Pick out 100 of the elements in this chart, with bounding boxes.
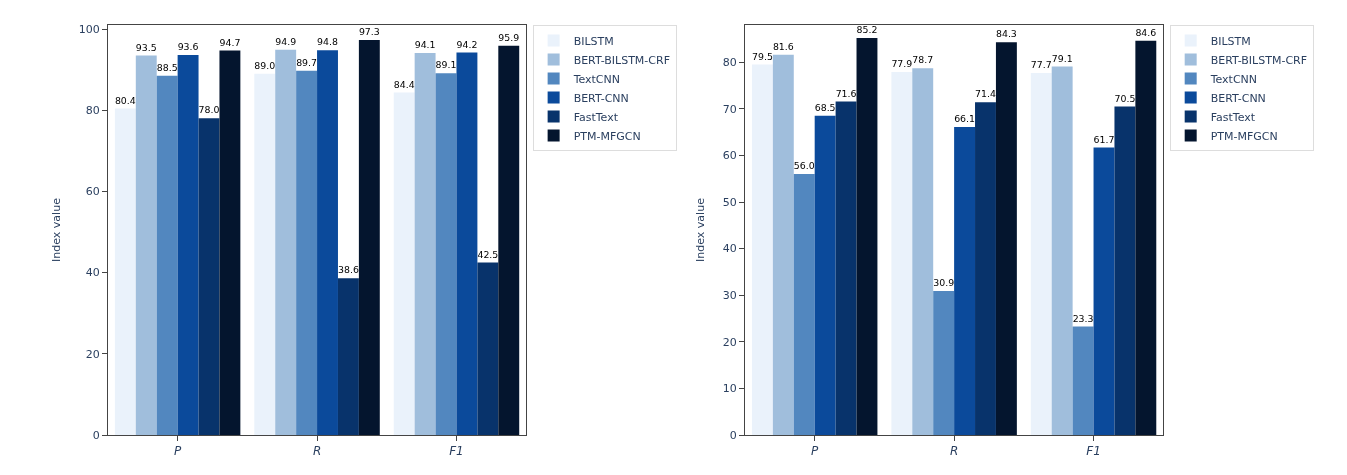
bar (435, 73, 457, 435)
data-label: 89.0 (254, 59, 276, 71)
data-label: 89.1 (435, 59, 457, 71)
data-label: 94.8 (317, 36, 338, 48)
bar (477, 262, 499, 435)
data-label: 89.7 (296, 56, 318, 68)
x-tick-label: F1 (449, 444, 464, 459)
bar (835, 101, 857, 435)
bar (414, 53, 436, 435)
bar (995, 42, 1017, 435)
legend-label: BERT-CNN (1210, 91, 1266, 105)
bar (358, 40, 380, 435)
y-tick-label: 70 (722, 102, 737, 116)
bar (114, 108, 136, 435)
y-tick-label: 10 (722, 382, 737, 396)
bar (1030, 72, 1052, 435)
bar (317, 50, 338, 435)
bar (1135, 40, 1157, 435)
y-tick-label: 60 (85, 185, 100, 199)
data-label: 61.7 (1093, 133, 1115, 145)
x-tick-label: P (174, 444, 182, 459)
bar (891, 72, 913, 435)
legend-label: BILSTM (573, 34, 614, 48)
y-tick-label: 0 (92, 428, 100, 442)
bar (198, 118, 220, 435)
y-tick-label: 40 (722, 242, 737, 256)
data-label: 79.1 (1051, 52, 1073, 64)
y-tick-label: 50 (722, 195, 737, 209)
bar (498, 45, 520, 435)
data-label: 79.5 (751, 50, 773, 62)
data-label: 42.5 (477, 248, 499, 260)
bar (772, 54, 794, 435)
legend-label: TextCNN (572, 72, 621, 86)
data-label: 70.5 (1114, 92, 1136, 104)
data-label: 94.1 (414, 39, 436, 51)
bar (1093, 147, 1115, 435)
data-label: 68.5 (814, 101, 836, 113)
data-label: 94.9 (275, 35, 297, 47)
y-tick-label: 20 (85, 347, 100, 361)
bar (1072, 326, 1094, 435)
data-label: 93.6 (177, 41, 199, 53)
bar (254, 73, 276, 435)
legend-label: PTM-MFGCN (1210, 129, 1278, 143)
data-label: 23.3 (1072, 312, 1094, 324)
data-label: 84.6 (1135, 26, 1157, 38)
data-label: 95.9 (498, 31, 520, 43)
data-label: 97.3 (358, 26, 380, 38)
bar (456, 52, 478, 435)
data-label: 56.0 (793, 160, 815, 172)
bar (751, 64, 773, 435)
data-label: 84.3 (995, 28, 1017, 40)
data-label: 93.5 (135, 41, 157, 53)
y-tick-label: 40 (85, 266, 100, 280)
y-tick-label: 100 (78, 22, 100, 36)
bar (156, 75, 178, 435)
data-label: 66.1 (954, 113, 976, 125)
bar (337, 278, 359, 435)
legend-label: BILSTM (1210, 34, 1251, 48)
bar (219, 50, 241, 435)
y-axis-title: Index value (50, 197, 64, 262)
data-label: 77.7 (1030, 59, 1052, 71)
y-tick-label: 80 (85, 104, 100, 118)
bar (912, 68, 934, 435)
bar (933, 291, 955, 435)
y-tick-label: 20 (722, 335, 737, 349)
bar (954, 127, 976, 435)
data-label: 85.2 (856, 24, 878, 36)
bar (1114, 106, 1136, 435)
bar (793, 174, 815, 435)
y-tick-label: 30 (722, 289, 737, 303)
legend-label: BERT-BILSTM-CRF (573, 53, 670, 67)
data-label: 81.6 (772, 40, 794, 52)
bar (296, 70, 318, 435)
bar (393, 92, 415, 435)
data-label: 94.2 (456, 38, 478, 50)
legend-label: TextCNN (1209, 72, 1258, 86)
y-tick-label: 80 (722, 56, 737, 70)
legend-label: FastText (1210, 110, 1256, 124)
bar (275, 49, 297, 435)
legend-label: BERT-CNN (573, 91, 629, 105)
data-label: 84.4 (393, 78, 415, 90)
x-tick-label: P (811, 444, 820, 459)
bar (1051, 66, 1073, 435)
legend-label: PTM-MFGCN (573, 129, 641, 143)
data-label: 78.0 (198, 104, 220, 116)
data-label: 71.6 (835, 87, 857, 99)
data-label: 88.5 (156, 61, 178, 73)
y-tick-label: 60 (722, 149, 737, 163)
legend-label: FastText (573, 110, 619, 124)
y-tick-label: 0 (729, 428, 737, 442)
data-label: 94.7 (219, 36, 241, 48)
data-label: 38.6 (337, 264, 359, 276)
bar (135, 55, 157, 435)
data-label: 78.7 (912, 54, 934, 66)
x-tick-label: R (949, 444, 959, 459)
legend-label: BERT-BILSTM-CRF (1210, 53, 1308, 67)
bar (177, 55, 199, 435)
data-label: 71.4 (975, 88, 996, 100)
bar (856, 38, 878, 435)
data-label: 77.9 (891, 58, 913, 70)
